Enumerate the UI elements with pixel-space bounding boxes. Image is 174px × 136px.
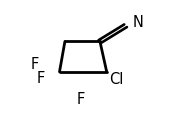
Text: F: F	[31, 57, 39, 72]
Text: N: N	[132, 15, 143, 30]
Text: Cl: Cl	[109, 72, 123, 87]
Text: F: F	[36, 71, 45, 86]
Text: F: F	[76, 92, 85, 107]
